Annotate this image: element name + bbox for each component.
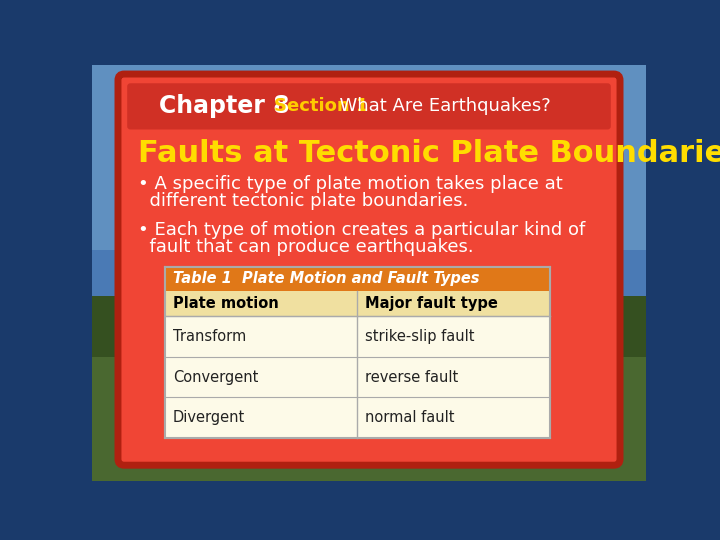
Text: reverse fault: reverse fault	[365, 369, 459, 384]
FancyBboxPatch shape	[118, 74, 620, 465]
Bar	[165, 267, 550, 438]
Text: strike-slip fault: strike-slip fault	[365, 329, 474, 344]
Text: Transform: Transform	[173, 329, 246, 344]
Bar	[92, 311, 647, 481]
Bar	[165, 267, 550, 291]
Text: • Each type of motion creates a particular kind of: • Each type of motion creates a particul…	[138, 221, 585, 239]
Bar	[165, 316, 550, 356]
Text: Divergent: Divergent	[173, 410, 245, 426]
Text: fault that can produce earthquakes.: fault that can produce earthquakes.	[138, 238, 474, 256]
FancyBboxPatch shape	[127, 83, 611, 130]
Text: Faults at Tectonic Plate Boundaries: Faults at Tectonic Plate Boundaries	[138, 139, 720, 168]
Text: Table 1  Plate Motion and Fault Types: Table 1 Plate Motion and Fault Types	[173, 272, 479, 286]
Bar	[92, 65, 647, 249]
Text: Plate motion: Plate motion	[173, 296, 279, 311]
Text: different tectonic plate boundaries.: different tectonic plate boundaries.	[138, 192, 469, 210]
Bar	[165, 397, 550, 438]
Bar	[92, 296, 647, 357]
Bar	[165, 291, 550, 316]
Text: Convergent: Convergent	[173, 369, 258, 384]
Bar	[92, 65, 647, 327]
Bar	[165, 356, 550, 397]
Text: Chapter 8: Chapter 8	[159, 94, 289, 118]
Text: normal fault: normal fault	[365, 410, 454, 426]
Text: What Are Earthquakes?: What Are Earthquakes?	[328, 97, 551, 116]
Text: • A specific type of plate motion takes place at: • A specific type of plate motion takes …	[138, 175, 563, 193]
Text: Section 1: Section 1	[274, 97, 369, 116]
Text: Major fault type: Major fault type	[365, 296, 498, 311]
